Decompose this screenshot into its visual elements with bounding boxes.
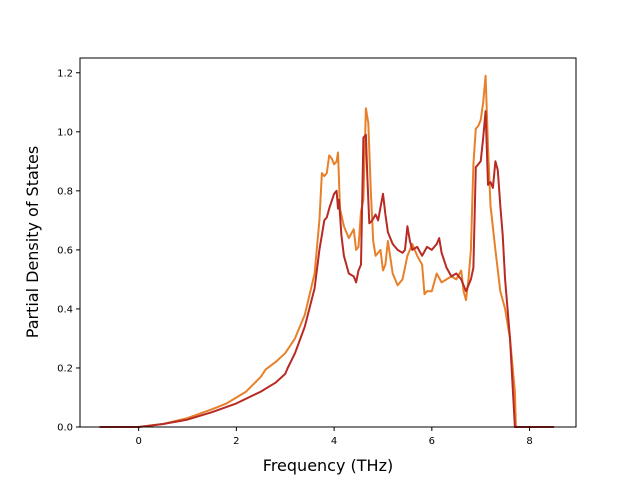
series-lines <box>99 74 554 428</box>
series-line-2 <box>99 110 554 428</box>
x-tick-label: 8 <box>526 436 532 447</box>
y-tick-label: 1.0 <box>57 127 73 138</box>
x-tick-label: 4 <box>331 436 337 447</box>
plot-frame <box>79 57 577 428</box>
series-line-1 <box>99 74 554 428</box>
y-tick-label: 0.6 <box>57 245 73 256</box>
y-axis-title: Partial Density of States <box>23 146 42 338</box>
y-axis-ticks: 0.0 0.2 0.4 0.6 0.8 1.0 1.2 <box>57 68 80 434</box>
y-tick-label: 0.8 <box>57 186 73 197</box>
y-tick-label: 0.4 <box>57 304 73 315</box>
x-axis-ticks: 0 2 4 6 8 <box>135 427 533 447</box>
x-axis-title: Frequency (THz) <box>263 456 393 475</box>
x-tick-label: 6 <box>429 436 435 447</box>
y-tick-label: 1.2 <box>57 68 73 79</box>
y-tick-label: 0.2 <box>57 363 73 374</box>
y-tick-label: 0.0 <box>57 423 73 434</box>
x-tick-label: 2 <box>233 436 239 447</box>
x-tick-label: 0 <box>135 436 141 447</box>
